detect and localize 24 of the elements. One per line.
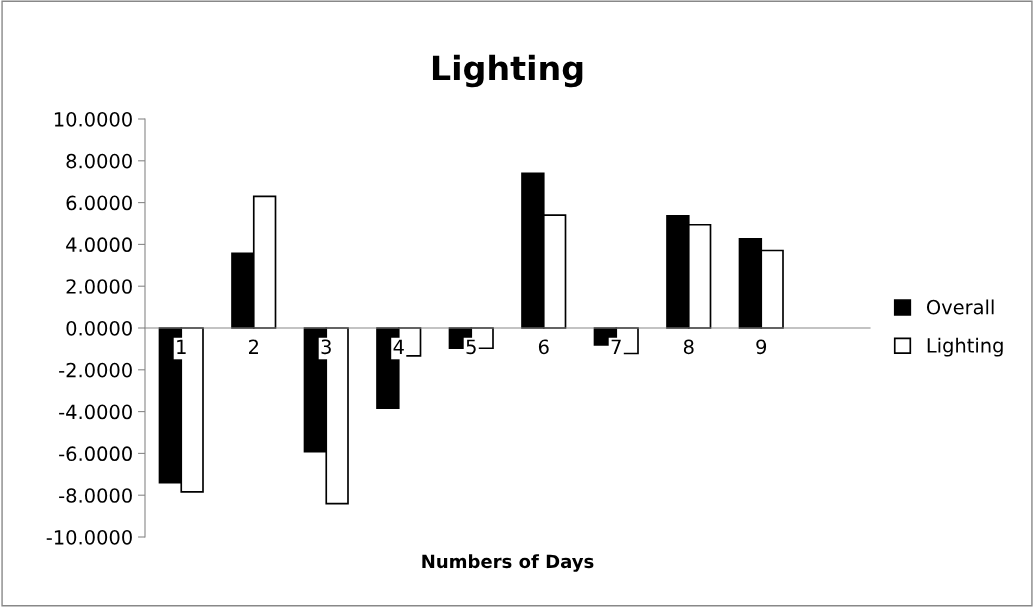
y-tick-label: 2.0000 bbox=[66, 279, 132, 294]
chart-title: Lighting bbox=[432, 54, 583, 88]
y-tick-label: 6.0000 bbox=[66, 195, 132, 211]
x-tick-label: 4 bbox=[393, 339, 404, 354]
y-tick-label: 10.0000 bbox=[54, 111, 132, 127]
y-tick-label: -6.0000 bbox=[59, 446, 132, 462]
x-tick-label: 8 bbox=[683, 339, 694, 355]
legend-label: Lighting bbox=[927, 337, 1003, 357]
x-tick-label: 6 bbox=[538, 339, 549, 355]
y-tick-label: -4.0000 bbox=[59, 404, 132, 420]
y-tick-label: -8.0000 bbox=[59, 488, 132, 503]
x-tick-label: 1 bbox=[177, 339, 186, 354]
x-tick-label: 9 bbox=[756, 339, 767, 355]
x-tick-label: 7 bbox=[611, 339, 621, 354]
x-tick-label: 3 bbox=[321, 339, 331, 355]
y-tick-label: -2.0000 bbox=[59, 362, 132, 378]
x-axis-title: Numbers of Days bbox=[422, 554, 594, 572]
legend-label: Overall bbox=[926, 299, 994, 315]
x-tick-label: 2 bbox=[248, 339, 258, 354]
y-tick-label: 0.0000 bbox=[66, 320, 132, 336]
x-tick-label: 5 bbox=[466, 339, 476, 355]
y-tick-label: 8.0000 bbox=[66, 153, 132, 169]
y-tick-label: -10.0000 bbox=[46, 529, 132, 545]
y-tick-label: 4.0000 bbox=[66, 237, 132, 253]
